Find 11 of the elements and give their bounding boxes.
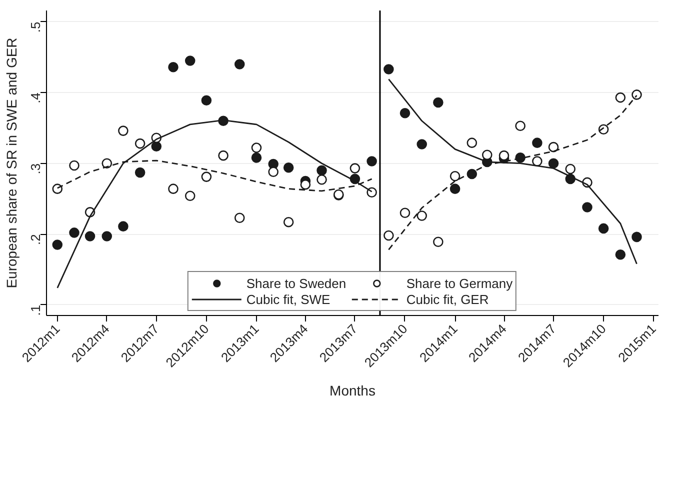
y-tick-label: .3	[28, 163, 43, 174]
y-tick-label: .1	[28, 304, 43, 316]
y-tick-label: .5	[28, 22, 43, 33]
x-axis-title: Months	[330, 382, 376, 398]
legend-label: Cubic fit, SWE	[246, 291, 332, 307]
legend-label: Share to Sweden	[246, 275, 348, 291]
y-tick-label: .4	[28, 92, 43, 104]
legend-label: Cubic fit, GER	[406, 291, 490, 307]
y-tick-label: .2	[28, 234, 43, 245]
y-axis-title: European share of SR in SWE and GER	[4, 38, 20, 288]
legend-label: Share to Germany	[406, 275, 513, 291]
